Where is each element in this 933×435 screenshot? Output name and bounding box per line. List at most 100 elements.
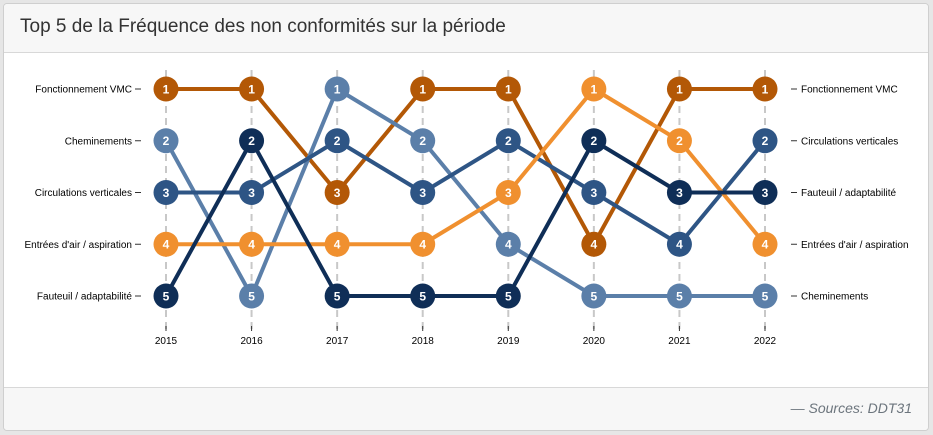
rank-marker: 2: [153, 128, 179, 154]
rank-marker-dot: [752, 128, 778, 154]
rank-marker-label: 5: [676, 289, 683, 303]
rank-marker: 3: [239, 180, 265, 205]
rank-marker-label: 5: [505, 289, 512, 303]
rank-marker-dot: [239, 76, 265, 102]
rank-marker: 1: [410, 76, 436, 102]
rank-marker-dot: [581, 128, 607, 154]
right-rank-labels: Fonctionnement VMC Circulations verticale…: [791, 85, 909, 303]
rank-marker-dot: [495, 76, 521, 102]
rank-marker: 5: [239, 283, 265, 309]
rank-marker-label: 5: [334, 289, 341, 303]
card-header: Top 5 de la Fréquence des non conformité…: [4, 4, 928, 53]
rank-marker-label: 4: [505, 238, 512, 252]
rank-marker-label: 3: [591, 186, 598, 200]
rank-marker-label: 1: [248, 82, 255, 96]
rank-marker: 4: [666, 231, 692, 257]
rank-marker-label: 1: [676, 82, 683, 96]
rank-marker-dot: [666, 283, 692, 309]
rank-marker: 5: [324, 283, 350, 309]
rank-marker-dot: [324, 231, 350, 257]
rank-marker-label: 2: [248, 134, 255, 148]
rank-marker-dot: [153, 231, 179, 257]
rank-marker: 4: [410, 231, 436, 257]
x-tick-label: 2018: [412, 336, 435, 347]
rank-marker: 3: [153, 180, 179, 205]
rank-marker-dot: [666, 128, 692, 154]
rank-marker: 2: [495, 128, 521, 154]
rank-marker-dot: [239, 283, 265, 309]
rank-marker: 3: [581, 180, 607, 205]
rank-marker: 5: [495, 283, 521, 309]
source-note: — Sources: DDT31: [790, 400, 912, 416]
rank-marker-dot: [495, 128, 521, 154]
rank-marker-label: 5: [591, 289, 598, 303]
rank-marker: 4: [153, 231, 179, 257]
rank-marker: 2: [581, 128, 607, 154]
rank-marker-label: 2: [163, 134, 170, 148]
left-rank-label: Fonctionnement VMC: [35, 85, 132, 96]
rank-marker-dot: [410, 76, 436, 102]
rank-marker-dot: [495, 180, 521, 205]
bump-chart: 2015 2016 2017 2018 2019 2020 2021 2022 Fonctio…: [24, 70, 909, 347]
rank-marker-label: 2: [334, 134, 341, 148]
series-line: [164, 138, 765, 298]
rank-marker: 2: [239, 128, 265, 154]
rank-marker: 1: [239, 76, 265, 102]
rank-marker-dot: [239, 128, 265, 154]
rank-marker: 5: [752, 283, 778, 309]
right-rank-label: Fonctionnement VMC: [801, 85, 898, 96]
rank-marker-label: 1: [762, 82, 769, 96]
rank-marker-dot: [752, 76, 778, 102]
page-title: Top 5 de la Fréquence des non conformité…: [20, 16, 506, 37]
rank-marker: 1: [495, 76, 521, 102]
rank-marker-dot: [153, 283, 179, 309]
rank-marker-dot: [752, 231, 778, 257]
rank-marker: 1: [752, 76, 778, 102]
rank-marker-label: 4: [676, 238, 683, 252]
rank-marker-dot: [581, 180, 607, 205]
rank-marker: 4: [324, 231, 350, 257]
rank-marker-label: 5: [248, 289, 255, 303]
rank-marker-dot: [410, 128, 436, 154]
card-footer: — Sources: DDT31: [4, 387, 928, 430]
rank-marker: 5: [581, 283, 607, 309]
rank-marker-label: 1: [334, 82, 341, 96]
rank-marker-dot: [410, 180, 436, 205]
rank-marker-label: 3: [505, 186, 512, 200]
right-rank-label: Cheminements: [801, 292, 868, 303]
rank-marker-dot: [410, 283, 436, 309]
chart-card: Top 5 de la Fréquence des non conformité…: [3, 3, 929, 431]
rank-marker: 5: [410, 283, 436, 309]
x-tick-label: 2020: [583, 336, 606, 347]
left-rank-label: Cheminements: [65, 136, 132, 147]
series-lines: [164, 87, 767, 298]
rank-marker-label: 2: [762, 134, 769, 148]
rank-marker-dot: [410, 231, 436, 257]
rank-marker-label: 5: [762, 289, 769, 303]
rank-marker: 1: [324, 76, 350, 102]
rank-marker-label: 5: [419, 289, 426, 303]
right-rank-label: Fauteuil / adaptabilité: [801, 188, 897, 199]
rank-marker-dot: [153, 180, 179, 205]
rank-marker-label: 3: [248, 186, 255, 200]
rank-marker: 2: [410, 128, 436, 154]
rank-marker-label: 3: [334, 186, 341, 200]
series-line: [164, 87, 765, 298]
rank-marker: 4: [239, 231, 265, 257]
series-line: [166, 87, 765, 247]
rank-marker-label: 3: [762, 186, 769, 200]
rank-marker: 4: [752, 231, 778, 257]
rank-marker-label: 2: [505, 134, 512, 148]
rank-marker-label: 4: [591, 238, 598, 252]
rank-marker: 3: [410, 180, 436, 205]
rank-marker-label: 4: [163, 238, 170, 252]
rank-marker-label: 4: [419, 238, 426, 252]
rank-marker-dot: [324, 180, 350, 205]
left-rank-label: Fauteuil / adaptabilité: [37, 292, 133, 303]
rank-marker-label: 3: [419, 186, 426, 200]
left-rank-label: Circulations verticales: [35, 188, 132, 199]
rank-marker-dot: [666, 76, 692, 102]
rank-marker-dot: [239, 180, 265, 205]
rank-marker-dot: [581, 283, 607, 309]
x-tick-label: 2016: [240, 336, 263, 347]
